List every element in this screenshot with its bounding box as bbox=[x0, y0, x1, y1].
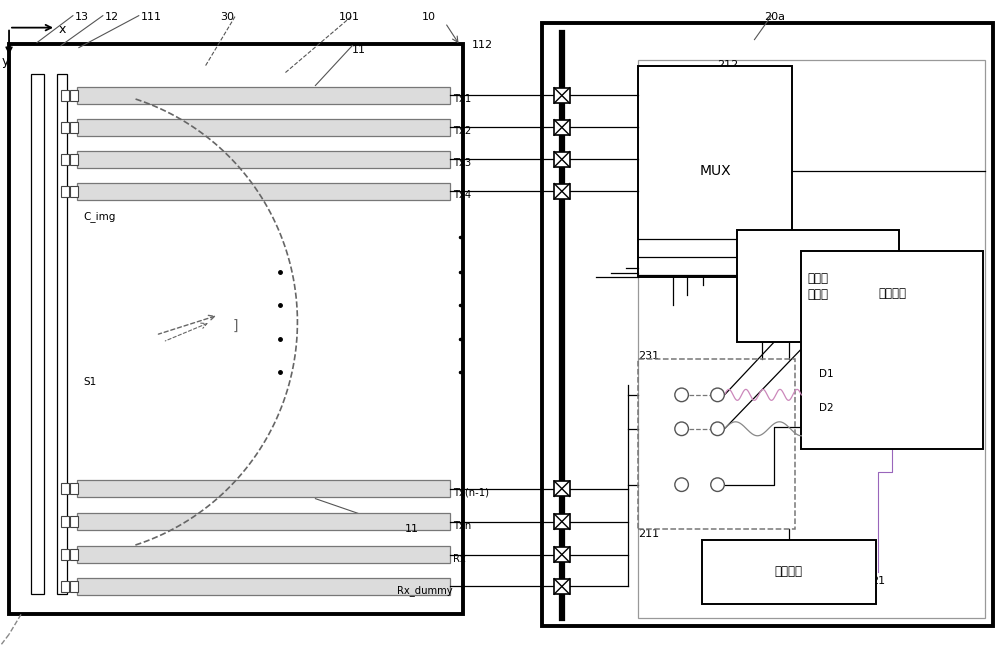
Text: 11: 11 bbox=[352, 45, 366, 55]
Text: C_img: C_img bbox=[83, 212, 115, 222]
Bar bbox=[61, 549, 69, 560]
Text: 101: 101 bbox=[338, 12, 359, 22]
Text: Tx3: Tx3 bbox=[453, 158, 471, 168]
Bar bbox=[554, 514, 570, 530]
Text: 212: 212 bbox=[718, 60, 739, 70]
Text: S1: S1 bbox=[83, 377, 96, 387]
Bar bbox=[702, 539, 876, 604]
Bar bbox=[70, 186, 78, 197]
Text: ]: ] bbox=[233, 319, 238, 333]
Text: 22: 22 bbox=[871, 281, 885, 291]
Text: Rx: Rx bbox=[453, 553, 466, 564]
Bar bbox=[61, 483, 69, 494]
Bar bbox=[70, 154, 78, 165]
Bar bbox=[638, 359, 795, 529]
Text: 20a: 20a bbox=[764, 12, 785, 22]
Text: MUX: MUX bbox=[699, 164, 731, 178]
Bar bbox=[542, 22, 993, 626]
Bar bbox=[554, 547, 570, 562]
Bar bbox=[70, 581, 78, 592]
Bar bbox=[61, 186, 69, 197]
Bar bbox=[77, 480, 450, 497]
Bar bbox=[554, 152, 570, 167]
Text: 10: 10 bbox=[422, 12, 436, 22]
Bar bbox=[77, 513, 450, 530]
Bar bbox=[801, 251, 983, 449]
Text: Tx1: Tx1 bbox=[453, 95, 471, 104]
Text: 111: 111 bbox=[141, 12, 162, 22]
Bar bbox=[9, 43, 463, 614]
Bar bbox=[31, 74, 44, 595]
Text: 30: 30 bbox=[221, 12, 235, 22]
Text: Tx4: Tx4 bbox=[453, 191, 471, 200]
Bar bbox=[554, 579, 570, 594]
Text: 处理单元: 处理单元 bbox=[878, 286, 906, 300]
Bar bbox=[554, 183, 570, 199]
Circle shape bbox=[711, 478, 724, 491]
Bar bbox=[554, 120, 570, 135]
Bar bbox=[737, 230, 899, 342]
Bar bbox=[77, 119, 450, 136]
Text: 211: 211 bbox=[638, 529, 659, 539]
Circle shape bbox=[711, 422, 724, 436]
Text: 触碰感
应单元: 触碰感 应单元 bbox=[808, 271, 829, 301]
Bar bbox=[638, 60, 985, 618]
Bar bbox=[77, 151, 450, 168]
Text: Rx_dummy: Rx_dummy bbox=[397, 585, 453, 596]
Text: 13: 13 bbox=[75, 12, 89, 22]
Bar bbox=[638, 66, 792, 277]
Bar bbox=[61, 581, 69, 592]
Bar bbox=[77, 183, 450, 200]
Text: 231: 231 bbox=[638, 351, 659, 361]
Text: 112: 112 bbox=[472, 39, 493, 49]
Text: 驱动单元: 驱动单元 bbox=[775, 566, 803, 578]
Circle shape bbox=[675, 388, 688, 401]
Text: D2: D2 bbox=[819, 403, 834, 413]
Bar bbox=[77, 87, 450, 104]
Bar bbox=[70, 90, 78, 101]
Bar bbox=[70, 549, 78, 560]
Text: 23: 23 bbox=[827, 237, 841, 247]
Bar bbox=[61, 154, 69, 165]
Text: 21: 21 bbox=[871, 576, 885, 587]
Text: 12: 12 bbox=[105, 12, 119, 22]
Bar bbox=[61, 90, 69, 101]
Text: 11: 11 bbox=[405, 524, 419, 533]
Text: x: x bbox=[59, 23, 66, 36]
Bar bbox=[554, 88, 570, 103]
Text: Tx2: Tx2 bbox=[453, 126, 471, 137]
Circle shape bbox=[675, 422, 688, 436]
Text: y: y bbox=[2, 55, 9, 68]
Bar bbox=[554, 481, 570, 497]
Text: D1: D1 bbox=[819, 369, 834, 379]
Bar bbox=[70, 483, 78, 494]
Bar bbox=[70, 516, 78, 527]
Text: Txn: Txn bbox=[453, 520, 471, 531]
Circle shape bbox=[675, 478, 688, 491]
Text: Tx(n-1): Tx(n-1) bbox=[453, 487, 489, 497]
Bar bbox=[70, 122, 78, 133]
Bar bbox=[61, 516, 69, 527]
Bar bbox=[61, 122, 69, 133]
Bar bbox=[77, 546, 450, 563]
Bar bbox=[57, 74, 67, 595]
Bar bbox=[77, 578, 450, 595]
Circle shape bbox=[711, 388, 724, 401]
